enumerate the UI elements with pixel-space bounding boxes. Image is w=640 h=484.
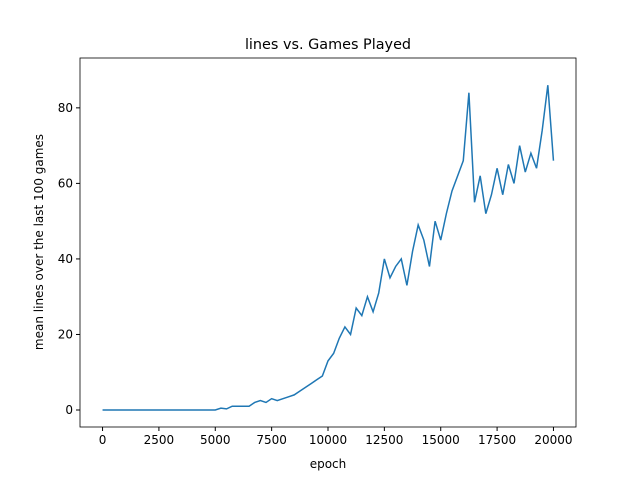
x-tick-label: 15000 (422, 433, 460, 447)
axes-frame (79, 57, 577, 428)
x-tick-label: 2500 (144, 433, 175, 447)
y-tick-label: 0 (65, 403, 73, 417)
y-tick-label: 40 (58, 252, 73, 266)
x-tick-label: 12500 (365, 433, 403, 447)
x-tick-label: 20000 (534, 433, 572, 447)
line (102, 85, 555, 411)
x-tick-label: 10000 (309, 433, 347, 447)
chart-title: lines vs. Games Played (245, 37, 411, 53)
x-tick-label: 7500 (256, 433, 287, 447)
y-tick-label: 80 (58, 101, 73, 115)
y-axis-label: mean lines over the last 100 games (32, 134, 46, 350)
y-tick-label: 20 (58, 327, 73, 341)
x-tick-label: 0 (99, 433, 107, 447)
x-axis-label: epoch (310, 457, 347, 471)
x-tick-label: 5000 (200, 433, 231, 447)
x-tick-label: 17500 (478, 433, 516, 447)
y-tick-label: 60 (58, 176, 73, 190)
